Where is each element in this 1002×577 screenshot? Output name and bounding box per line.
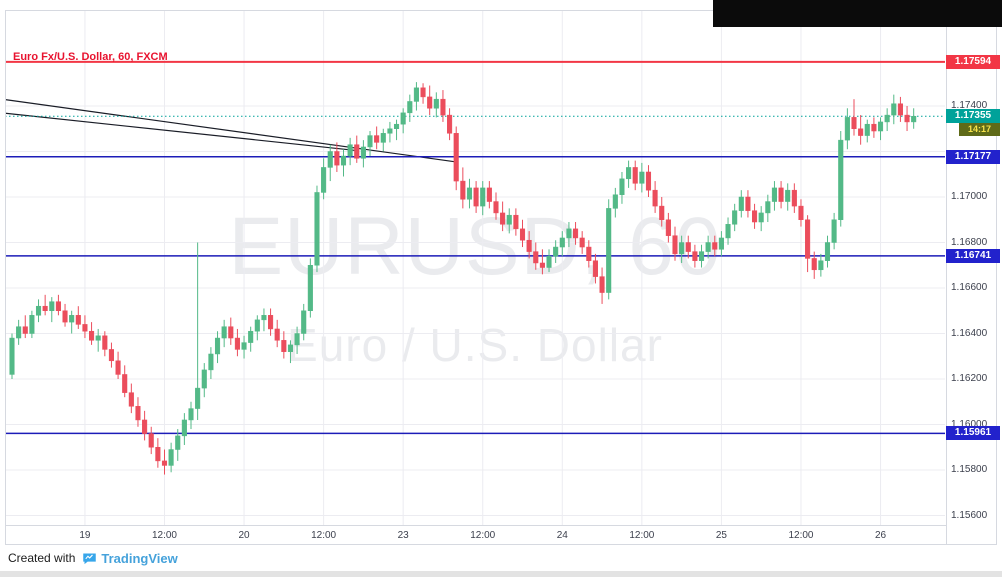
chart-legend-title[interactable]: Euro Fx/U.S. Dollar, 60, FXCM xyxy=(13,51,168,63)
time-axis[interactable]: 19 12:00 20 12:00 23 12:00 24 12:00 25 12:00 26 xyxy=(5,525,946,546)
countdown-label: 14:17 xyxy=(959,123,1000,137)
price-tick-label: 1.17000 xyxy=(951,191,988,202)
top-dark-bar xyxy=(713,0,1002,27)
time-tick-label: 12:00 xyxy=(311,530,337,541)
price-tick-label: 1.17400 xyxy=(951,100,988,111)
price-label-last: 1.17355 xyxy=(946,109,1000,124)
attribution-bar: Created with TradingView xyxy=(0,545,1002,571)
time-tick-label: 12:00 xyxy=(151,530,177,541)
price-axis[interactable]: 1.17400 1.17000 1.16800 1.16600 1.16400 1.162… xyxy=(946,10,998,545)
time-tick-label: 25 xyxy=(715,530,727,541)
time-tick-label: 23 xyxy=(397,530,409,541)
time-tick-label: 20 xyxy=(238,530,250,541)
price-tick-label: 1.16000 xyxy=(951,418,988,430)
price-tick-label: 1.16800 xyxy=(951,236,988,248)
price-label-level[interactable]: 1.17177 xyxy=(946,149,1000,164)
time-tick-label: 12:00 xyxy=(470,530,496,541)
price-label-level[interactable]: 1.16741 xyxy=(946,248,1000,263)
price-label-level[interactable]: 1.15961 xyxy=(946,426,1000,441)
time-tick-label: 12:00 xyxy=(629,530,655,541)
bottom-gray-strip xyxy=(0,571,1002,577)
price-label-alert[interactable]: 1.17594 xyxy=(946,54,1000,69)
time-tick-label: 19 xyxy=(79,530,91,541)
price-tick-label: 1.15600 xyxy=(951,509,988,521)
time-tick-label: 26 xyxy=(874,530,887,541)
price-tick-label: 1.16400 xyxy=(951,327,988,339)
time-tick-label: 24 xyxy=(556,530,568,541)
tradingview-brand-link[interactable]: TradingView xyxy=(101,550,178,566)
created-with-text: Created with xyxy=(8,551,76,565)
price-tick-label: 1.15800 xyxy=(951,464,988,475)
price-tick-label: 1.16600 xyxy=(951,282,988,293)
price-tick-label: 1.16200 xyxy=(951,373,988,384)
watermark-description: Euro / U.S. Dollar xyxy=(287,319,663,371)
time-tick-label: 12:00 xyxy=(788,530,814,541)
tradingview-logo-icon[interactable] xyxy=(82,551,97,566)
